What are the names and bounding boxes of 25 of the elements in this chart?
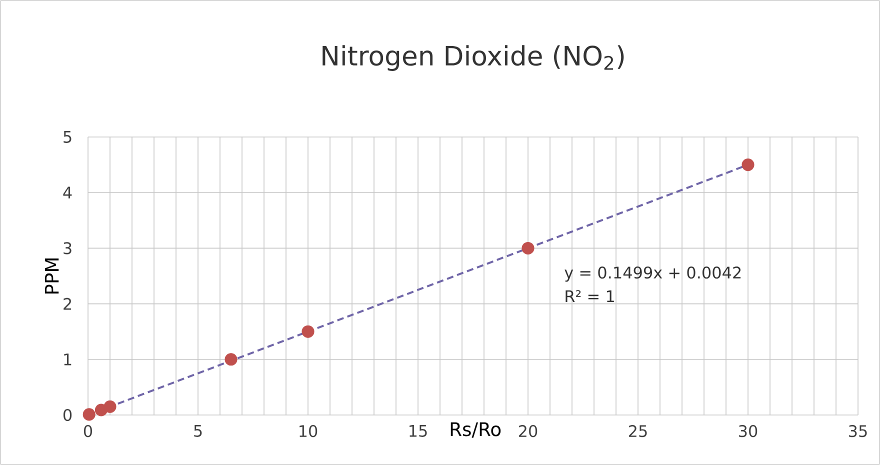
y-tick-label: 1 [64,354,72,366]
x-tick-label: 15 [410,425,427,437]
point [224,353,238,366]
annotation: y = 0.1499x + 0.0042 [564,266,741,282]
annotation: R² = 1 [566,290,614,302]
x-tick-label: 0 [84,425,92,438]
point [522,242,534,254]
x-axis-title: Rs/Ro [450,422,501,438]
point [82,408,96,421]
y-axis-title: PPM [45,258,59,294]
y-tick-label: 4 [63,186,72,198]
point [302,325,314,338]
point [104,400,116,413]
x-tick-label: 20 [518,425,538,438]
x-tick-label: 25 [628,425,647,438]
y-tick-label: 2 [64,298,72,310]
x-tick-label: 35 [849,425,867,438]
point [742,158,754,172]
y-tick-label: 0 [63,408,72,422]
y-tick-label: 3 [64,242,72,254]
x-tick-label: 10 [300,425,318,438]
y-tick-label: 5 [64,131,72,143]
x-tick-label: 30 [739,425,758,438]
chart-title: Nitrogen Dioxide (NO$_{2}$) [322,45,624,71]
x-tick-label: 5 [194,425,202,437]
